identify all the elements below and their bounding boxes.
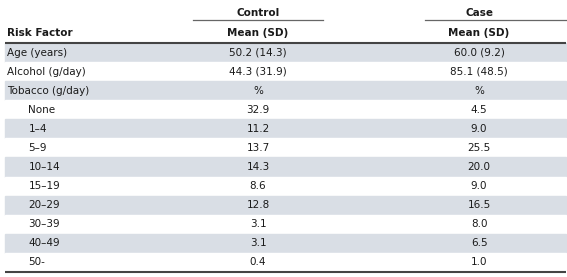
Bar xyxy=(5,119,566,138)
Text: Risk Factor: Risk Factor xyxy=(7,28,73,38)
Text: 50.2 (14.3): 50.2 (14.3) xyxy=(229,48,287,58)
Text: Age (years): Age (years) xyxy=(7,48,67,58)
Text: 85.1 (48.5): 85.1 (48.5) xyxy=(450,67,508,77)
Text: 3.1: 3.1 xyxy=(249,238,266,248)
Text: 12.8: 12.8 xyxy=(246,200,270,210)
Text: %: % xyxy=(474,86,484,96)
Text: 30–39: 30–39 xyxy=(28,219,60,229)
Text: 15–19: 15–19 xyxy=(28,181,60,191)
Text: Mean (SD): Mean (SD) xyxy=(448,28,510,38)
Text: Alcohol (g/day): Alcohol (g/day) xyxy=(7,67,86,77)
Text: 44.3 (31.9): 44.3 (31.9) xyxy=(229,67,287,77)
Text: 1–4: 1–4 xyxy=(28,124,47,134)
Text: 20–29: 20–29 xyxy=(28,200,60,210)
Bar xyxy=(5,176,566,196)
Text: 8.6: 8.6 xyxy=(249,181,266,191)
Bar xyxy=(5,43,566,62)
Text: Tobacco (g/day): Tobacco (g/day) xyxy=(7,86,89,96)
Bar xyxy=(5,158,566,176)
Text: None: None xyxy=(28,105,56,115)
Text: 14.3: 14.3 xyxy=(246,162,270,172)
Text: Case: Case xyxy=(465,8,493,18)
Bar xyxy=(5,138,566,158)
Text: 13.7: 13.7 xyxy=(246,143,270,153)
Bar xyxy=(5,100,566,119)
Text: 60.0 (9.2): 60.0 (9.2) xyxy=(454,48,505,58)
Text: 5–9: 5–9 xyxy=(28,143,47,153)
Bar xyxy=(5,196,566,215)
Text: Control: Control xyxy=(236,8,280,18)
Bar xyxy=(5,81,566,100)
Text: 50-: 50- xyxy=(28,257,45,268)
Text: 1.0: 1.0 xyxy=(471,257,488,268)
Text: Mean (SD): Mean (SD) xyxy=(227,28,289,38)
Text: 25.5: 25.5 xyxy=(467,143,491,153)
Text: 20.0: 20.0 xyxy=(468,162,490,172)
Text: %: % xyxy=(253,86,263,96)
Bar xyxy=(5,23,566,43)
Text: 10–14: 10–14 xyxy=(28,162,60,172)
Text: 3.1: 3.1 xyxy=(249,219,266,229)
Text: 4.5: 4.5 xyxy=(471,105,488,115)
Text: 40–49: 40–49 xyxy=(28,238,60,248)
Bar xyxy=(5,234,566,253)
Bar xyxy=(5,215,566,234)
Text: 6.5: 6.5 xyxy=(471,238,488,248)
Text: 32.9: 32.9 xyxy=(246,105,270,115)
Text: 11.2: 11.2 xyxy=(246,124,270,134)
Text: 0.4: 0.4 xyxy=(249,257,266,268)
Bar xyxy=(5,253,566,272)
Bar xyxy=(5,62,566,81)
Text: 16.5: 16.5 xyxy=(467,200,491,210)
Text: 9.0: 9.0 xyxy=(471,181,488,191)
Text: 9.0: 9.0 xyxy=(471,124,488,134)
Text: 8.0: 8.0 xyxy=(471,219,488,229)
